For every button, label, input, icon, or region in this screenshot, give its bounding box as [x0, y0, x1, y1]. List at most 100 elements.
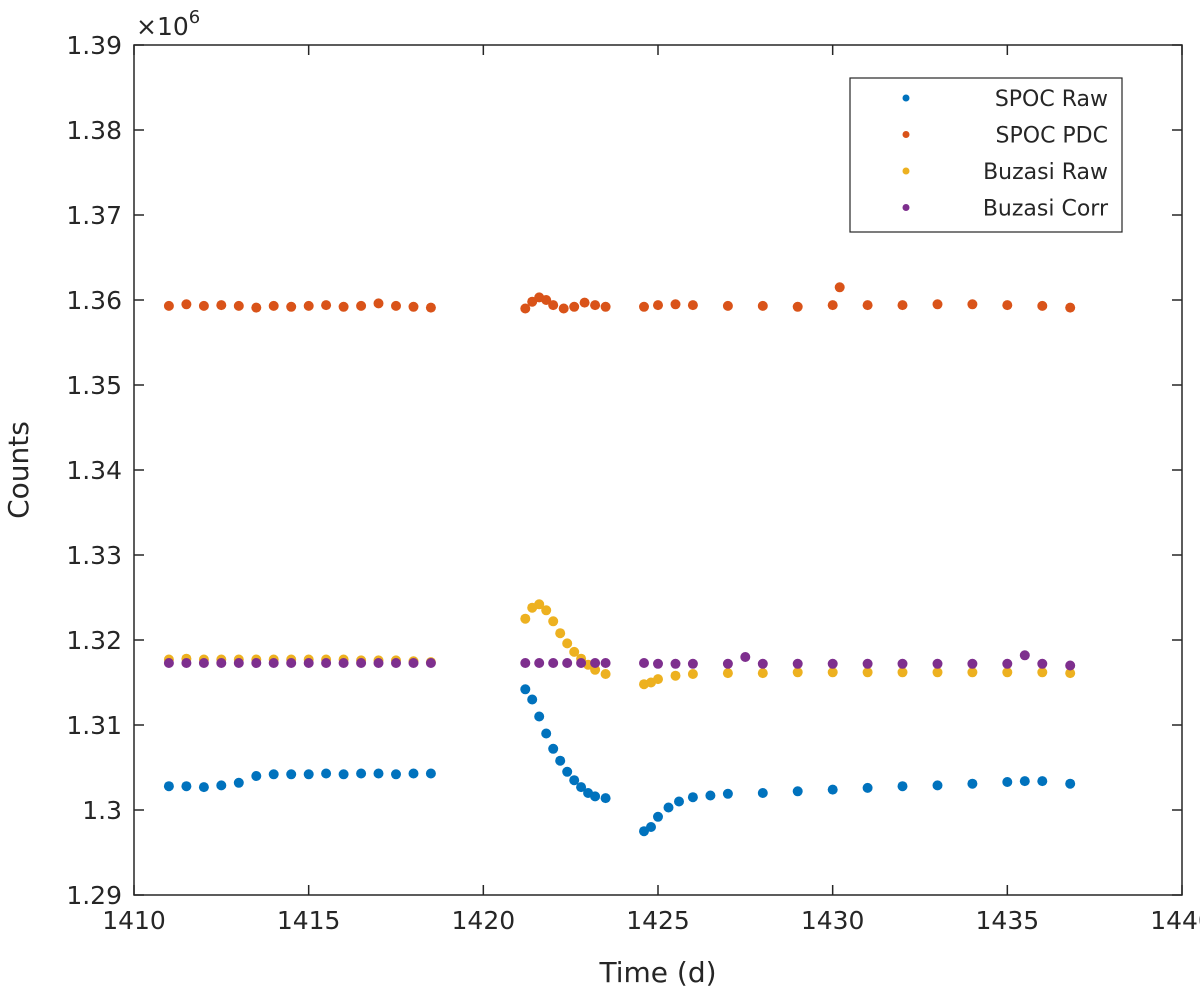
data-point [1002, 777, 1013, 787]
data-point [163, 781, 174, 792]
data-point [687, 669, 698, 679]
data-point [408, 768, 419, 779]
y-axis-exponent: ×106 [136, 7, 200, 41]
y-tick-label: 1.36 [66, 286, 122, 315]
data-point [687, 300, 698, 311]
data-point [967, 299, 978, 310]
data-point [827, 658, 838, 669]
x-tick-label: 1425 [626, 906, 690, 935]
data-point [286, 301, 297, 312]
data-point [792, 301, 803, 312]
data-point [705, 790, 716, 801]
data-point [181, 658, 192, 668]
legend-label: SPOC PDC [996, 124, 1108, 149]
data-point [1065, 778, 1076, 789]
data-point [391, 658, 401, 668]
data-point [827, 667, 838, 678]
data-point [534, 658, 545, 668]
data-point [663, 802, 674, 813]
data-point [216, 780, 227, 791]
y-axis-tick-labels: 1.29 1.3 1.31 1.32 1.33 1.34 1.35 1.36 1.37 1.38 1… [66, 31, 122, 910]
legend-label: SPOC Raw [995, 87, 1108, 112]
x-tick-label: 1440 [1150, 906, 1200, 935]
x-axis-tick-labels: 1410 1415 1420 1425 1430 1435 1440 [102, 906, 1200, 935]
data-point [268, 300, 279, 311]
data-point [670, 658, 681, 669]
data-point [590, 658, 601, 668]
data-point [321, 768, 332, 779]
data-point [569, 646, 580, 657]
data-point [792, 786, 803, 797]
data-point [897, 300, 908, 311]
data-point [562, 638, 573, 649]
x-tick-label: 1415 [277, 906, 341, 935]
data-point [425, 302, 436, 313]
data-point [569, 301, 580, 312]
data-point [163, 300, 174, 311]
data-point [576, 782, 587, 793]
y-tick-label: 1.32 [66, 626, 122, 655]
data-point [562, 766, 573, 777]
data-point [646, 822, 656, 832]
data-point [181, 299, 192, 310]
data-point [303, 300, 314, 311]
data-point [321, 658, 332, 668]
data-point [967, 658, 978, 669]
y-tick-label: 1.33 [66, 541, 122, 570]
data-point [555, 628, 566, 639]
data-point [1002, 300, 1013, 311]
data-point [897, 658, 908, 669]
data-point [862, 658, 873, 669]
y-tick-label: 1.38 [66, 116, 122, 145]
data-point [425, 658, 436, 668]
y-axis-exponent-power: 6 [189, 7, 200, 28]
data-point [548, 658, 559, 668]
data-point [373, 298, 384, 309]
data-point [251, 658, 262, 668]
data-point [534, 599, 545, 610]
data-point [163, 658, 174, 668]
data-point [967, 667, 978, 678]
data-point [1019, 650, 1030, 661]
data-point [834, 282, 845, 293]
data-point [338, 301, 349, 312]
legend-marker [902, 131, 910, 138]
data-point [757, 658, 768, 669]
data-point [687, 792, 698, 803]
data-point [541, 728, 552, 739]
data-point [555, 755, 566, 766]
data-point [590, 300, 601, 311]
data-point [1037, 776, 1048, 787]
y-tick-label: 1.34 [66, 456, 122, 485]
data-point [303, 769, 314, 780]
data-point [653, 658, 663, 669]
data-point [792, 658, 803, 669]
data-point [251, 302, 262, 313]
data-point [1019, 776, 1030, 787]
data-point [558, 303, 569, 314]
legend-marker [902, 204, 910, 211]
data-point [576, 658, 587, 668]
data-point [722, 300, 733, 311]
data-point [722, 788, 733, 799]
x-tick-label: 1430 [801, 906, 865, 935]
data-point [541, 605, 552, 616]
data-point [286, 658, 297, 668]
data-point [590, 791, 601, 802]
data-point [391, 769, 401, 780]
data-point [1065, 660, 1076, 671]
x-axis-label: Time (d) [598, 956, 716, 989]
data-point [740, 652, 751, 662]
y-tick-label: 1.3 [82, 796, 122, 825]
legend: SPOC Raw SPOC PDC Buzasi Raw Buzasi Corr [849, 77, 1123, 233]
data-point [757, 788, 768, 798]
data-point [373, 768, 384, 779]
data-point [653, 811, 663, 822]
data-point [520, 684, 531, 695]
data-point [181, 781, 192, 792]
data-point [303, 658, 314, 668]
data-point [356, 768, 367, 779]
data-point [862, 300, 873, 311]
data-point [1002, 667, 1013, 678]
